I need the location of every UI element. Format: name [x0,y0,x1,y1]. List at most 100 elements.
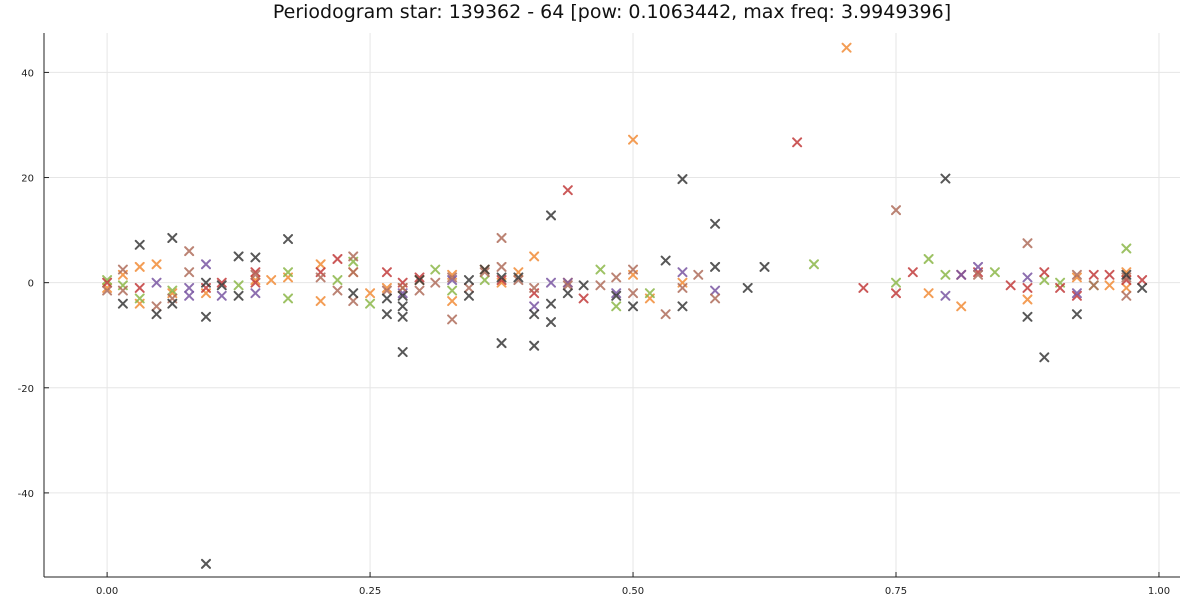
data-point [940,269,951,280]
data-point [562,288,573,299]
data-point [397,290,408,301]
data-point [348,288,359,299]
data-point [479,275,490,286]
data-point [677,174,688,185]
data-point [1071,309,1082,320]
data-point [463,290,474,301]
data-point [134,282,145,293]
data-point [479,264,490,275]
data-point [315,272,326,283]
data-point [1022,294,1033,305]
data-point [479,267,490,278]
data-point [710,285,721,296]
data-point [611,301,622,312]
data-point [1121,282,1132,293]
data-point [365,288,376,299]
axis-layer: 0.00 0.25 0.50 0.75 1.00 40 20 0 -20 -40 [18,33,1180,597]
data-point [184,246,195,257]
data-point [710,218,721,229]
data-point [1121,269,1132,280]
data-point [595,264,606,275]
data-point [184,267,195,278]
data-point [628,264,639,275]
x-tick-label: 1.00 [1148,586,1170,597]
data-point [184,282,195,293]
data-point [513,272,524,283]
data-point [167,298,178,309]
data-point [677,301,688,312]
data-point [332,285,343,296]
data-point [1137,282,1148,293]
data-point [283,293,294,304]
x-tick-label: 0.75 [885,586,907,597]
data-point [529,301,540,312]
data-point [250,269,261,280]
data-point [578,293,589,304]
y-tick-label: 20 [21,174,34,185]
data-point [381,267,392,278]
data-point [233,290,244,301]
y-tick-label: -40 [18,489,34,500]
data-point [381,282,392,293]
data-point [381,285,392,296]
data-point [414,272,425,283]
data-point [200,558,211,569]
data-point [117,285,128,296]
data-point [923,254,934,265]
data-point [1137,275,1148,286]
data-point [710,293,721,304]
data-point [660,255,671,266]
data-point [200,259,211,270]
data-point [381,309,392,320]
data-point [184,290,195,301]
data-point [348,251,359,262]
data-point [529,309,540,320]
data-point [1071,288,1082,299]
data-point [496,261,507,272]
data-point [1071,269,1082,280]
data-point [611,290,622,301]
data-point [529,251,540,262]
data-point [447,296,458,307]
data-point [397,347,408,358]
data-point [1022,238,1033,249]
data-point [233,251,244,262]
data-point [463,275,474,286]
data-point [628,134,639,145]
data-point [710,261,721,272]
data-point [117,298,128,309]
chart-title: Periodogram star: 139362 - 64 [pow: 0.10… [273,1,951,23]
data-point [1104,269,1115,280]
data-point [891,288,901,299]
data-point [250,252,261,263]
data-point [102,275,113,286]
data-point [562,280,573,291]
data-point [250,288,261,299]
data-point [973,269,984,280]
grid-layer [44,33,1180,577]
data-point [562,185,573,196]
data-point [808,259,819,270]
data-point [1005,280,1016,291]
data-point [891,205,901,216]
data-point [907,267,918,278]
data-point [1055,282,1066,293]
data-point [956,269,967,280]
data-point [447,314,458,325]
data-point [1088,269,1099,280]
data-point [250,277,261,288]
data-point [1039,352,1050,363]
data-point [447,275,458,286]
data-point [1104,280,1115,291]
data-point [1039,267,1050,278]
data-point [1022,282,1033,293]
data-point [923,288,934,299]
data-point [102,285,113,296]
data-point [430,264,441,275]
data-point [134,293,145,304]
data-point [496,272,507,283]
data-point [891,277,901,288]
data-point [677,282,688,293]
data-point [1088,280,1099,291]
data-point [283,267,294,278]
